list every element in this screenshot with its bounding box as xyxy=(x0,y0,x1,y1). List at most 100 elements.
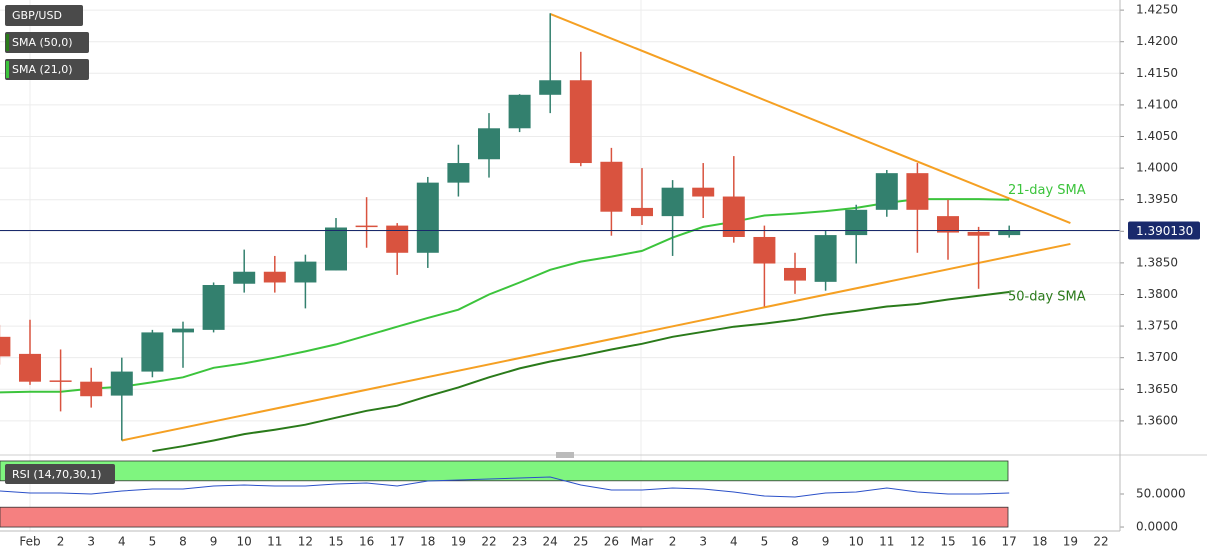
last-price-label: 1.390130 xyxy=(1136,224,1193,238)
y-tick-label: 1.4150 xyxy=(1136,66,1178,80)
y-tick-label: 1.4050 xyxy=(1136,129,1178,143)
x-tick-label: 23 xyxy=(512,535,527,549)
candle-body xyxy=(998,230,1021,236)
candle-body xyxy=(937,216,959,233)
legend-box xyxy=(5,32,89,53)
x-tick-label: 8 xyxy=(791,535,799,549)
candle-body xyxy=(447,163,470,183)
candle-body xyxy=(49,380,72,382)
candle-body xyxy=(906,173,929,210)
candle-body xyxy=(478,128,500,160)
series-annotation: 50-day SMA xyxy=(1008,289,1086,304)
candle-body xyxy=(141,332,164,372)
rsi-y-tick-label: 0.0000 xyxy=(1136,520,1178,534)
candle-body xyxy=(875,173,898,210)
x-tick-label: 26 xyxy=(604,535,619,549)
main-plot xyxy=(0,12,1071,453)
x-tick-label: 11 xyxy=(267,535,282,549)
x-tick-label: 19 xyxy=(451,535,466,549)
x-tick-label: 3 xyxy=(87,535,95,549)
candle-body xyxy=(355,225,378,228)
x-tick-label: 9 xyxy=(210,535,218,549)
series-annotation: 21-day SMA xyxy=(1008,183,1086,198)
x-tick-label: 16 xyxy=(359,535,374,549)
x-tick-label: Mar xyxy=(631,535,654,549)
legend-label: GBP/USD xyxy=(12,9,62,22)
candle-body xyxy=(631,207,653,217)
x-tick-label: 16 xyxy=(971,535,986,549)
x-tick-label: 9 xyxy=(822,535,830,549)
legend-swatch xyxy=(6,61,9,78)
x-tick-label: 12 xyxy=(910,535,925,549)
last-price-box xyxy=(1128,221,1200,240)
x-tick-label: 19 xyxy=(1063,535,1078,549)
candle-body xyxy=(80,381,103,397)
candle-body xyxy=(233,271,256,284)
candle-body xyxy=(569,80,592,164)
candle-body xyxy=(600,161,623,212)
x-tick-label: 2 xyxy=(669,535,677,549)
legend-label: SMA (21,0) xyxy=(12,63,73,76)
y-tick-label: 1.3750 xyxy=(1136,319,1178,333)
x-tick-label: 3 xyxy=(699,535,707,549)
candle-body xyxy=(416,182,439,253)
candle-body xyxy=(692,187,715,197)
candle-body xyxy=(172,328,194,333)
rsi-y-tick-label: 50.0000 xyxy=(1136,487,1186,501)
y-tick-label: 1.4100 xyxy=(1136,97,1178,111)
x-tick-label: 10 xyxy=(849,535,864,549)
x-tick-label: 22 xyxy=(1093,535,1108,549)
sma-line xyxy=(0,198,1010,394)
candle-body xyxy=(539,80,562,95)
candle-body xyxy=(661,187,684,217)
x-tick-label: 18 xyxy=(1032,535,1047,549)
x-tick-label: 5 xyxy=(761,535,769,549)
x-tick-label: 15 xyxy=(328,535,343,549)
candle-body xyxy=(202,285,225,330)
candle-body xyxy=(19,353,41,382)
x-tick-label: 2 xyxy=(57,535,65,549)
x-tick-label: 15 xyxy=(940,535,955,549)
plot-background xyxy=(0,0,1120,531)
y-tick-label: 1.4200 xyxy=(1136,34,1178,48)
y-tick-label: 1.4250 xyxy=(1136,3,1178,17)
x-tick-label: 18 xyxy=(420,535,435,549)
oversold-band xyxy=(0,506,1009,528)
candle-body xyxy=(722,196,745,237)
candle-body xyxy=(110,371,133,396)
y-tick-label: 1.3950 xyxy=(1136,192,1178,206)
candle-body xyxy=(508,94,531,129)
candle-body xyxy=(753,236,776,264)
candle-body xyxy=(845,209,868,236)
candle-body xyxy=(814,235,837,282)
x-tick-label: 17 xyxy=(1002,535,1017,549)
candle-body xyxy=(294,261,317,283)
x-tick-label: 25 xyxy=(573,535,588,549)
x-tick-label: 11 xyxy=(879,535,894,549)
x-tick-label: 4 xyxy=(730,535,738,549)
x-tick-label: 12 xyxy=(298,535,313,549)
y-tick-label: 1.3850 xyxy=(1136,255,1178,269)
candle-body xyxy=(0,336,11,357)
sma-line xyxy=(152,291,1010,453)
x-tick-label: 24 xyxy=(543,535,558,549)
indicator-box xyxy=(5,464,115,484)
legend-swatch xyxy=(6,34,9,51)
candle-body xyxy=(325,227,347,271)
trendline xyxy=(549,12,1071,225)
candle-body xyxy=(386,225,409,253)
candle-body xyxy=(263,271,286,283)
candle-body xyxy=(967,231,990,236)
x-tick-label: 10 xyxy=(237,535,252,549)
y-tick-label: 1.4000 xyxy=(1136,161,1178,175)
legend-box xyxy=(5,59,89,80)
x-tick-label: 4 xyxy=(118,535,126,549)
y-tick-label: 1.3800 xyxy=(1136,287,1178,301)
x-tick-label: Feb xyxy=(19,535,40,549)
legend-label: SMA (50,0) xyxy=(12,36,73,49)
x-tick-label: 8 xyxy=(179,535,187,549)
overbought-band xyxy=(0,460,1009,482)
candle-body xyxy=(784,267,806,281)
trendline xyxy=(121,242,1071,442)
